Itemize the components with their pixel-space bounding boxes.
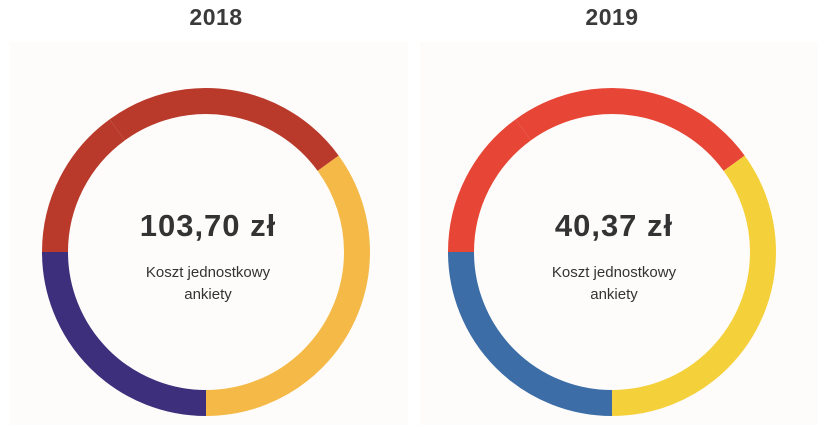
donut-slice-2019-1 bbox=[611, 251, 776, 416]
donut-slice-2019-2 bbox=[448, 251, 613, 416]
donut-slice-2018-2 bbox=[42, 251, 207, 416]
donut-slice-2019-3 bbox=[448, 119, 532, 253]
center-label-2019: Koszt jednostkowy ankiety bbox=[551, 264, 677, 303]
donut-slice-2019-5 bbox=[723, 155, 776, 253]
donut-slice-2018-1 bbox=[205, 251, 370, 416]
donut-slice-2018-3 bbox=[42, 119, 126, 253]
chart-title-2018: 2018 bbox=[189, 4, 243, 30]
donut-slice-2018-5 bbox=[317, 155, 370, 253]
chart-title-2019: 2019 bbox=[585, 4, 639, 30]
donut-slice-2018-4 bbox=[109, 88, 339, 172]
center-value-2018: 103,70 zł bbox=[139, 208, 277, 243]
donut-slice-2019-4 bbox=[515, 88, 745, 172]
center-label-2018: Koszt jednostkowy ankiety bbox=[145, 264, 271, 303]
center-value-2019: 40,37 zł bbox=[554, 208, 674, 243]
